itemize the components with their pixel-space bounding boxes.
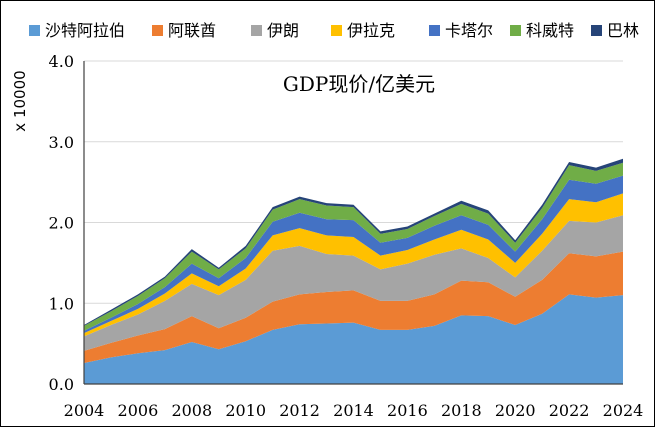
- legend-label-1: 沙特阿拉伯: [45, 21, 125, 40]
- area-series-5: [84, 175, 623, 334]
- x-tick-label: 2012: [279, 401, 320, 420]
- y-tick-label: 0.0: [49, 375, 74, 394]
- legend-label-7: 巴林: [607, 21, 639, 40]
- legend-label-5: 卡塔尔: [445, 21, 493, 40]
- area-series-6: [84, 162, 623, 331]
- y-tick-label: 3.0: [49, 133, 74, 152]
- area-series-3: [84, 215, 623, 351]
- x-tick-labels: 2004 2006 2008 2010 2012 2014 2016 2018 2020 2022…: [64, 401, 644, 420]
- x-tick-label: 2016: [387, 401, 428, 420]
- legend-label-6: 科威特: [526, 21, 574, 40]
- y-tick-labels: 0.0 1.0 2.0 3.0 4.0: [49, 52, 74, 394]
- x-tick-label: 2008: [171, 401, 212, 420]
- area-series-4: [84, 193, 623, 337]
- legend-label-3: 伊朗: [267, 21, 299, 40]
- area-series-group: [84, 158, 623, 384]
- legend-swatch-4: [331, 25, 342, 36]
- x-tick-label: 2004: [64, 401, 105, 420]
- area-series-1: [84, 294, 623, 384]
- x-tick-label: 2010: [225, 401, 266, 420]
- y-tick-label: 2.0: [49, 214, 74, 233]
- y-tick-label: 1.0: [49, 294, 74, 313]
- x-tick-label: 2024: [603, 401, 644, 420]
- legend-swatch-5: [429, 25, 440, 36]
- x-tick-label: 2020: [495, 401, 536, 420]
- legend-swatch-3: [251, 25, 262, 36]
- x-tick-label: 2018: [441, 401, 482, 420]
- y-tick-label: 4.0: [49, 52, 74, 71]
- legend-swatch-7: [591, 25, 602, 36]
- legend-swatch-6: [510, 25, 521, 36]
- legend-label-4: 伊拉克: [347, 21, 395, 40]
- x-tick-label: 2006: [118, 401, 159, 420]
- legend: 沙特阿拉伯 阿联酋 伊朗 伊拉克 卡塔尔 科威特 巴林: [29, 21, 639, 40]
- legend-label-2: 阿联酋: [168, 21, 216, 40]
- axes: [83, 61, 623, 385]
- y-axis-label: x 10000: [11, 70, 29, 131]
- legend-swatch-2: [152, 25, 163, 36]
- legend-swatch-1: [29, 25, 40, 36]
- area-series-7: [84, 158, 623, 326]
- chart-title: GDP现价/亿美元: [283, 72, 435, 96]
- x-tick-label: 2014: [333, 401, 374, 420]
- x-tick-label: 2022: [549, 401, 590, 420]
- area-series-2: [84, 251, 623, 363]
